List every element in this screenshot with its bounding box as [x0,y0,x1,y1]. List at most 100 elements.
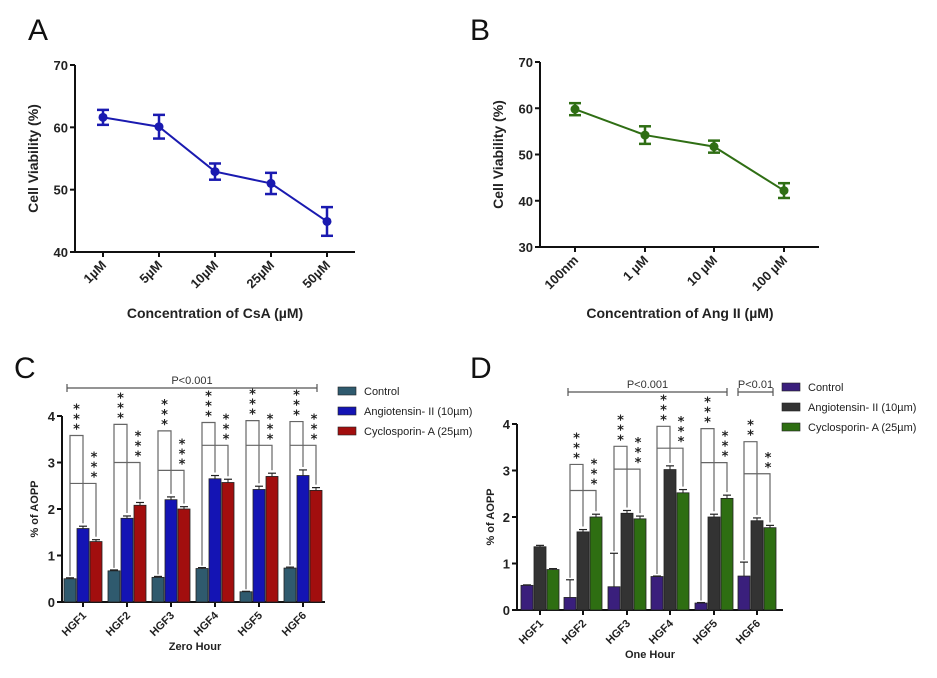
data-point [322,216,332,226]
panel-a-line-chart: 40 50 60 70 1µM 5µM 10µM 25µM 50µM Cell Viability… [25,58,355,321]
bar [239,591,253,603]
bar [520,584,534,611]
bar [283,567,297,603]
x-tick-label: HGF5 [236,610,265,639]
significance-bracket [246,444,273,471]
y-tick-label: 60 [519,101,533,116]
significance-star: * [617,433,624,448]
x-tick-label: 1 µM [620,253,651,284]
bar [151,576,165,603]
significance-star: * [704,406,711,421]
bar [221,482,235,603]
significance-bracket [656,425,671,575]
data-point [640,130,650,140]
significance-star: * [73,413,80,428]
bar [720,497,734,611]
bar [120,517,134,603]
bar [208,478,222,603]
x-tick-label: HGF6 [280,610,309,639]
panel-c-bar-chart: 0 1 2 3 4 HGF1 HGF2 HGF3 HGF4 HGF5 HGF6 % of AOPP Ze… [29,375,472,653]
significance-star: * [293,399,300,414]
x-tick-label: HGF1 [517,618,546,647]
bar [607,586,621,611]
significance-star: * [660,413,667,428]
legend-swatch [337,406,357,416]
significance-bracket [113,423,128,568]
significance-star: * [722,440,729,455]
significance-star: * [267,412,274,427]
y-tick-label: 3 [503,464,510,479]
significance-bracket [158,469,185,504]
y-tick-label: 40 [519,194,533,209]
x-axis-title: One Hour [625,649,676,661]
x-tick-label: HGF1 [60,610,89,639]
x-axis-title: Concentration of Ang II (µM) [586,305,773,321]
significance-star: * [678,435,685,450]
legend-swatch [781,382,801,392]
y-tick-label: 0 [503,603,510,618]
significance-star: * [205,410,212,425]
significance-star: * [223,432,230,447]
significance-star: * [249,408,256,423]
significance-star: * [573,441,580,456]
y-axis-title: Cell Viability (%) [490,100,506,209]
panel-letter-d: D [470,352,492,385]
significance-star: * [704,396,711,411]
y-axis-title: Cell Viability (%) [25,104,41,213]
x-tick-label: 1µM [80,258,109,287]
significance-bracket [744,473,771,523]
y-tick-label: 50 [54,183,68,198]
significance-star: * [223,412,230,427]
significance-star: * [73,403,80,418]
significance-star: * [722,430,729,445]
x-axis-title: Concentration of CsA (µM) [127,305,303,321]
bar [133,504,147,603]
x-tick-label: 100nm [541,253,581,293]
significance-star: * [660,403,667,418]
bar [546,569,560,611]
y-tick-label: 60 [54,120,68,135]
significance-star: * [91,460,98,475]
bar [750,520,764,611]
data-point [779,186,789,196]
legend-swatch [337,386,357,396]
bar [89,541,103,603]
bar [177,508,191,603]
y-tick-label: 3 [48,456,55,471]
significance-star: * [765,461,772,476]
panel-letter-a: A [28,14,48,47]
x-tick-label: HGF6 [734,618,763,647]
y-tick-label: 70 [519,55,533,70]
bar [576,531,590,611]
significance-star: * [617,413,624,428]
x-tick-label: 10 µM [684,253,720,289]
panel-letter-c: C [14,352,36,385]
significance-bracket [743,441,758,561]
significance-bracket [570,489,597,512]
significance-star: * [722,450,729,465]
x-tick-label: 5µM [136,258,165,287]
significance-star: * [267,432,274,447]
significance-star: * [747,419,754,434]
significance-range-label: P<0.01 [738,379,773,391]
significance-bracket [245,420,260,590]
significance-star: * [293,389,300,404]
significance-star: * [311,422,318,437]
bar [195,568,209,603]
x-axis-title: Zero Hour [169,641,222,653]
panel-letter-b: B [470,14,490,47]
significance-star: * [223,422,230,437]
significance-bracket [289,420,304,566]
x-tick-label: 25µM [243,258,277,292]
y-axis-title: % of AOPP [485,488,497,545]
significance-star: * [135,430,142,445]
significance-star: * [91,470,98,485]
significance-star: * [311,412,318,427]
significance-bracket [569,463,584,578]
significance-star: * [161,418,168,433]
legend-swatch [337,426,357,436]
bar [620,512,634,611]
bar [63,578,77,603]
significance-star: * [205,400,212,415]
